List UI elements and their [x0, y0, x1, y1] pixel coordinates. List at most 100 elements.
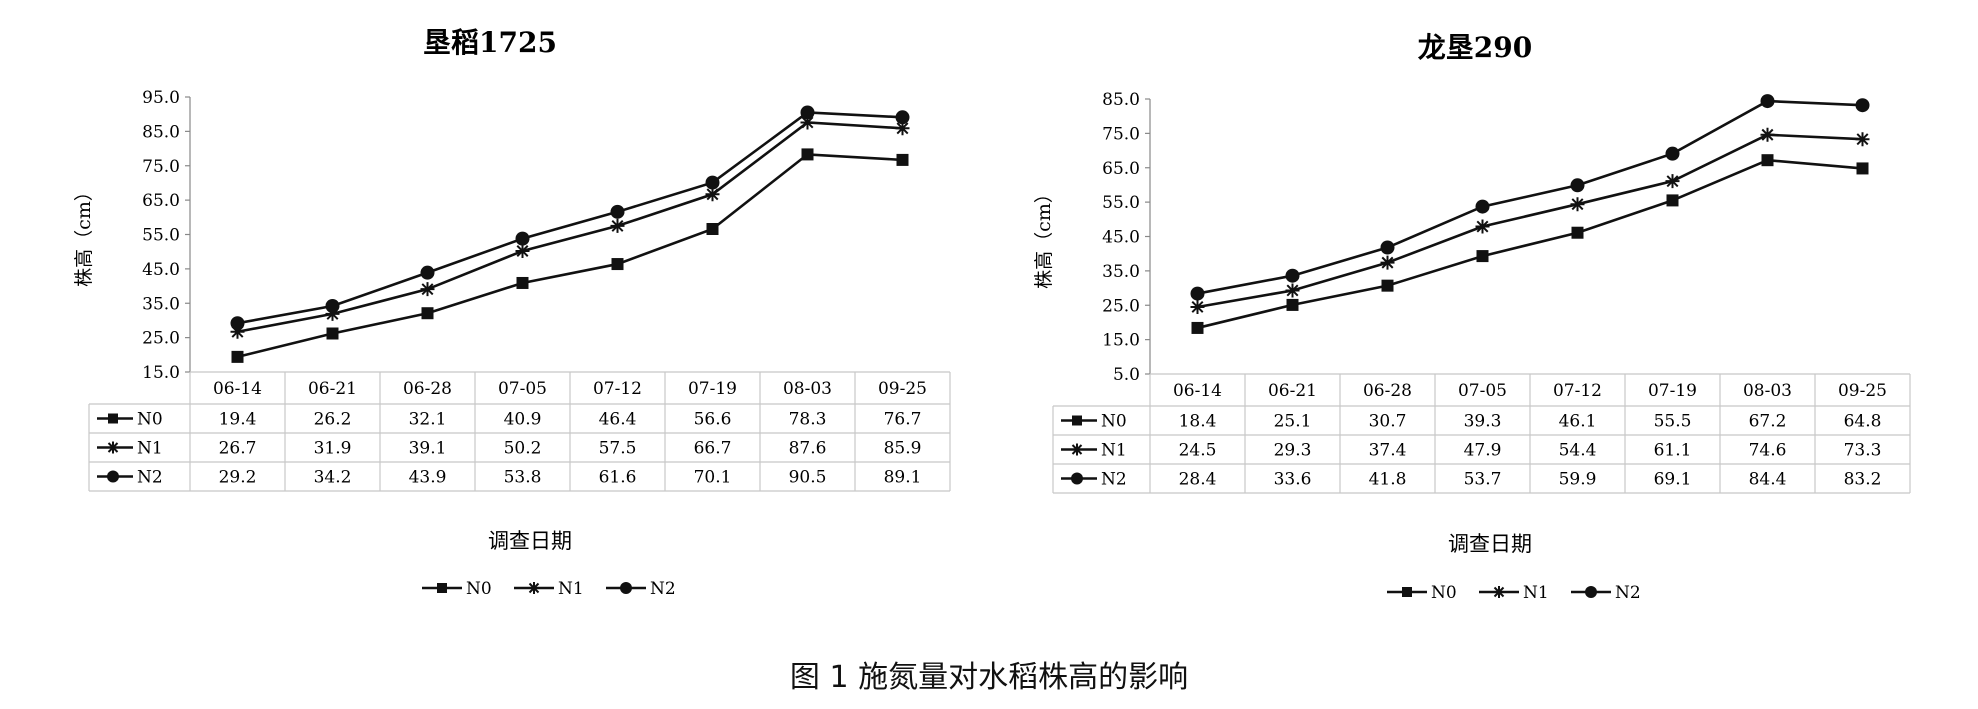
legend-label: N0: [1431, 583, 1457, 603]
data-point-N2: [325, 299, 340, 313]
x-tick-label: 06-14: [213, 379, 262, 399]
table-cell: 76.7: [884, 410, 922, 430]
series-line-N2: [1197, 99, 1863, 295]
y-tick-label: 85.0: [1102, 90, 1140, 110]
table-series-label: N2: [137, 468, 163, 488]
y-tick-label: 15.0: [142, 363, 180, 383]
data-point-N1: [420, 282, 435, 297]
table-cell: 61.6: [599, 468, 637, 488]
data-point-N0: [1571, 226, 1584, 239]
x-tick-label: 07-12: [593, 379, 642, 399]
legend-marker: [1493, 586, 1505, 598]
y-axis-label: 株高（cm）: [73, 182, 95, 287]
x-axis-label: 调查日期: [1448, 532, 1532, 556]
y-tick-label: 45.0: [1102, 228, 1140, 248]
data-point-N0: [1191, 321, 1204, 334]
chart-1: 垦稻1725 95.0 85.0 75.0 65.0 55.0 45.0 35.0 25.0 15…: [73, 26, 951, 599]
table-cell: 78.3: [789, 410, 827, 430]
figure-caption: 图 1 施氮量对水稻株高的影响: [789, 660, 1189, 695]
data-point-N2: [230, 316, 245, 331]
data-point-N0: [1761, 154, 1774, 167]
y-tick-label: 45.0: [142, 260, 180, 280]
table-cell: 29.3: [1274, 441, 1312, 461]
x-tick-label: 06-21: [308, 379, 357, 399]
y-tick-label: 5.0: [1113, 365, 1140, 385]
data-point-N2: [1190, 286, 1205, 301]
data-point-N1: [1760, 127, 1775, 142]
table-cell: 46.4: [599, 410, 637, 430]
table-cell: 39.1: [409, 439, 447, 459]
x-axis-label: 调查日期: [488, 529, 572, 553]
table-cell: 84.4: [1749, 470, 1787, 490]
data-point-N2: [895, 110, 910, 125]
table-cell: 57.5: [599, 439, 637, 459]
y-tick-label: 85.0: [142, 122, 180, 142]
data-point-N1: [1570, 197, 1585, 212]
data-point-N2: [420, 265, 435, 280]
table-cell: 53.7: [1464, 470, 1502, 490]
legend-label: N2: [650, 579, 676, 599]
table-cell: 28.4: [1179, 470, 1217, 490]
data-point-N0: [801, 148, 814, 161]
data-point-N1: [230, 324, 245, 339]
table-cell: 29.2: [219, 468, 257, 488]
data-point-N2: [1760, 94, 1775, 109]
data-point-N2: [515, 231, 530, 246]
data-point-N1: [1285, 283, 1300, 298]
table-legend-marker: [107, 470, 119, 483]
legend-marker: [1585, 586, 1597, 598]
table-cell: 87.6: [789, 439, 827, 459]
x-tick-label: 08-03: [783, 379, 832, 399]
table-cell: 19.4: [219, 410, 257, 430]
table-legend-marker: [108, 413, 118, 424]
legend-marker: [528, 582, 540, 594]
legend-label: N0: [466, 579, 492, 599]
series-line-N0: [237, 153, 903, 359]
data-point-N2: [1475, 199, 1490, 214]
data-point-N0: [1476, 250, 1489, 263]
table-legend-marker: [107, 441, 119, 454]
y-tick-label: 95.0: [142, 88, 180, 108]
data-point-N0: [1381, 279, 1394, 292]
table-cell: 61.1: [1654, 441, 1692, 461]
x-tick-label: 09-25: [1838, 381, 1887, 401]
x-tick-label: 09-25: [878, 379, 927, 399]
series-line-N2: [237, 111, 903, 325]
x-tick-label: 06-14: [1173, 381, 1222, 401]
table-cell: 50.2: [504, 439, 542, 459]
table-cell: 56.6: [694, 410, 732, 430]
data-point-N1: [1190, 299, 1205, 314]
table-series-label: N0: [1101, 412, 1127, 432]
chart-title: 龙垦290: [1418, 31, 1532, 64]
x-tick-label: 06-21: [1268, 381, 1317, 401]
data-point-N1: [895, 121, 910, 136]
x-tick-label: 07-05: [1458, 381, 1507, 401]
table-cell: 33.6: [1274, 470, 1312, 490]
table-cell: 30.7: [1369, 412, 1407, 432]
data-point-N1: [1475, 219, 1490, 234]
table-cell: 32.1: [409, 410, 447, 430]
table-series-label: N2: [1101, 470, 1127, 490]
chart-2: 龙垦290 85.0 75.0 65.0 55.0 45.0 35.0 25.0 15.0 5.0…: [1033, 31, 1911, 603]
table-cell: 83.2: [1844, 470, 1882, 490]
data-point-N0: [231, 350, 244, 363]
x-tick-label: 07-19: [688, 379, 737, 399]
x-tick-label: 08-03: [1743, 381, 1792, 401]
y-tick-label: 25.0: [1102, 296, 1140, 316]
chart-title: 垦稻1725: [423, 26, 557, 59]
y-tick-label: 55.0: [142, 226, 180, 246]
table-cell: 64.8: [1844, 412, 1882, 432]
data-point-N1: [515, 244, 530, 258]
data-point-N0: [516, 276, 529, 289]
table-cell: 41.8: [1369, 470, 1407, 490]
table-cell: 18.4: [1179, 412, 1217, 432]
data-point-N1: [800, 115, 815, 130]
table-cell: 55.5: [1654, 412, 1692, 432]
data-point-N0: [706, 223, 719, 235]
y-tick-label: 35.0: [1102, 262, 1140, 282]
table-legend-marker: [1072, 415, 1082, 426]
table-cell: 34.2: [314, 468, 352, 488]
data-point-N0: [421, 307, 434, 320]
data-point-N2: [1855, 98, 1870, 113]
